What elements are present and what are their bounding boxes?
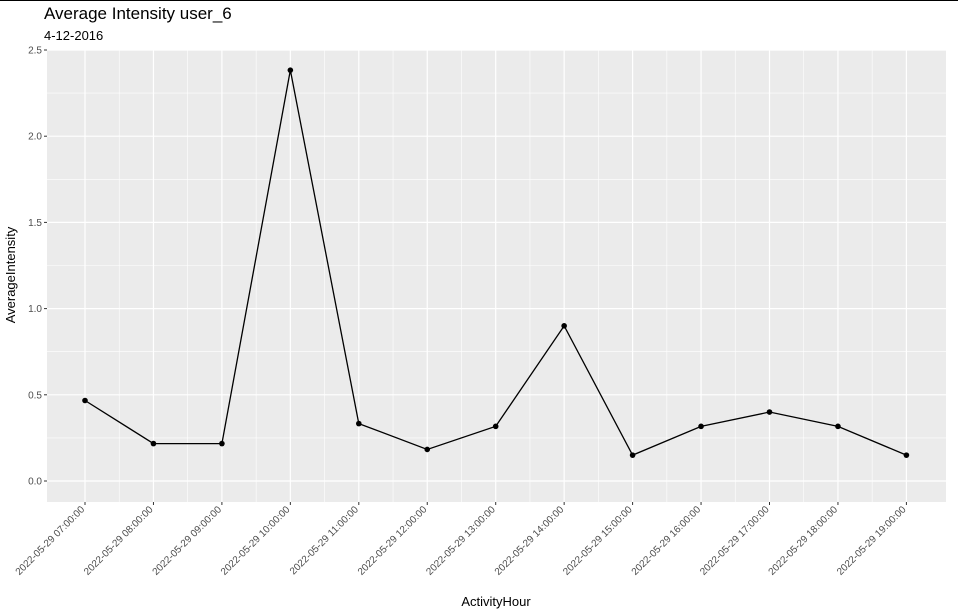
y-tick-label: 0.0 <box>28 477 42 488</box>
x-tick-label: 2022-05-29 12:00:00 <box>356 504 430 578</box>
data-point <box>835 423 841 430</box>
data-point <box>287 67 294 73</box>
y-axis: 0.0 0.5 1.0 1.5 2.0 2.5 <box>28 46 47 488</box>
data-point <box>150 440 157 447</box>
y-tick-label: 0.5 <box>28 390 42 401</box>
minor-gridlines <box>47 50 946 502</box>
x-axis-title: ActivityHour <box>461 594 531 609</box>
top-border-rule <box>0 0 958 1</box>
x-tick-label: 2022-05-29 07:00:00 <box>14 504 88 578</box>
x-tick-label: 2022-05-29 16:00:00 <box>630 504 704 578</box>
data-point <box>629 452 636 458</box>
data-point <box>82 397 88 404</box>
x-tick-label: 2022-05-29 14:00:00 <box>493 504 567 578</box>
data-point <box>766 409 773 415</box>
x-tick-label: 2022-05-29 17:00:00 <box>698 504 772 578</box>
x-tick-label: 2022-05-29 19:00:00 <box>835 504 909 578</box>
chart-subtitle: 4-12-2016 <box>44 28 103 43</box>
y-axis-title: AverageIntensity <box>3 226 18 323</box>
x-tick-label: 2022-05-29 10:00:00 <box>219 504 293 578</box>
x-tick-label: 2022-05-29 15:00:00 <box>561 504 635 578</box>
y-tick-label: 1.0 <box>28 304 42 315</box>
plot-panel <box>47 50 946 502</box>
series-average-intensity <box>82 67 910 458</box>
data-point <box>492 423 499 430</box>
data-point <box>424 446 431 453</box>
data-point <box>561 323 567 329</box>
x-tick-label: 2022-05-29 11:00:00 <box>288 504 361 577</box>
x-tick-label: 2022-05-29 13:00:00 <box>424 504 498 578</box>
chart-title: Average Intensity user_6 <box>44 4 232 23</box>
x-tick-label: 2022-05-29 09:00:00 <box>151 504 225 578</box>
x-tick-label: 2022-05-29 18:00:00 <box>767 504 841 578</box>
y-tick-label: 2.0 <box>28 132 42 143</box>
y-tick-label: 2.5 <box>28 46 42 57</box>
data-point <box>903 452 910 458</box>
x-tick-label: 2022-05-29 08:00:00 <box>82 504 156 578</box>
data-point <box>698 423 704 430</box>
y-tick-label: 1.5 <box>28 218 42 229</box>
data-point <box>219 440 225 447</box>
data-point <box>356 420 362 427</box>
